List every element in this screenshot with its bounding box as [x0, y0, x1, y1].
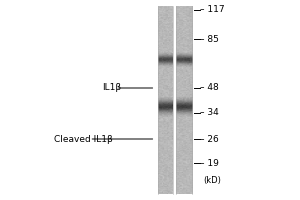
Text: – 85: – 85	[200, 34, 219, 44]
Text: (kD): (kD)	[203, 177, 221, 186]
Text: IL1β: IL1β	[102, 83, 121, 92]
Text: – 26: – 26	[200, 134, 219, 144]
Text: Cleaved IL1β: Cleaved IL1β	[54, 134, 113, 144]
Text: – 117: – 117	[200, 5, 225, 15]
Text: – 48: – 48	[200, 83, 219, 92]
Text: – 34: – 34	[200, 108, 219, 117]
Text: – 19: – 19	[200, 158, 219, 167]
